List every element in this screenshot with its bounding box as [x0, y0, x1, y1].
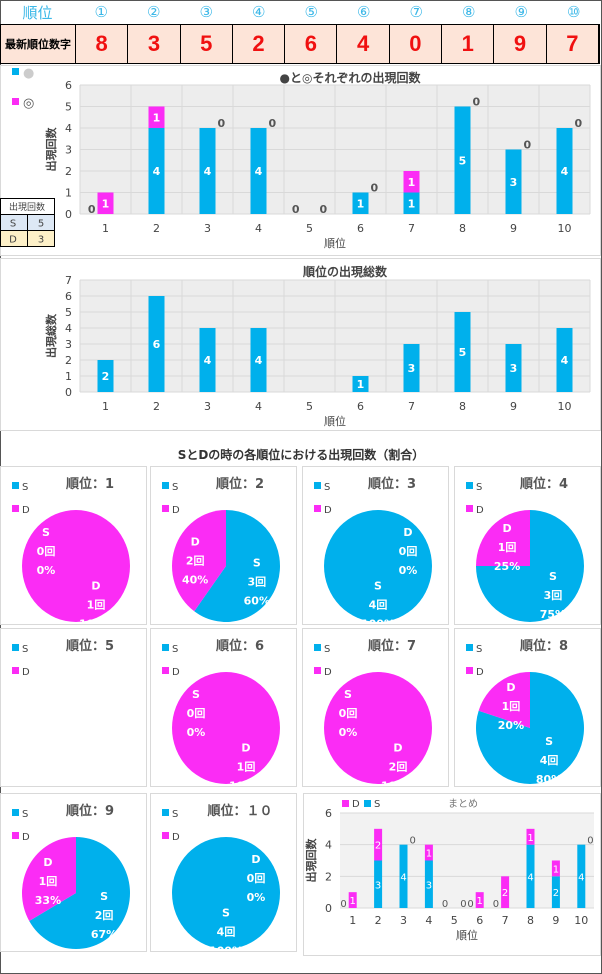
latest-digit-4: 2 [233, 25, 286, 63]
latest-digit-3: 5 [181, 25, 233, 63]
rank-header-8: ⑧ [462, 3, 476, 21]
latest-digit-1: 8 [76, 25, 129, 63]
rank-header-4: ④ [252, 3, 266, 21]
latest-digit-5: 6 [285, 25, 338, 63]
latest-digit-7: 0 [390, 25, 443, 63]
rank-header-label: 順位 [22, 3, 53, 22]
latest-digit-2: 3 [128, 25, 181, 63]
latest-digit-6: 4 [337, 25, 390, 63]
rank-header-2: ② [147, 3, 161, 21]
latest-digit-10: 7 [547, 25, 599, 63]
rank-header-5: ⑤ [304, 3, 318, 21]
rank-header-10: ⑩ [567, 3, 581, 21]
latest-digit-9: 9 [494, 25, 547, 63]
rank-header-1: ① [94, 3, 108, 21]
rank-header-3: ③ [199, 3, 213, 21]
rank-header-7: ⑦ [409, 3, 423, 21]
latest-digits-label: 最新順位数字 [1, 25, 76, 63]
latest-digit-8: 1 [442, 25, 495, 63]
rank-header-9: ⑨ [514, 3, 528, 21]
rank-header-6: ⑥ [357, 3, 371, 21]
